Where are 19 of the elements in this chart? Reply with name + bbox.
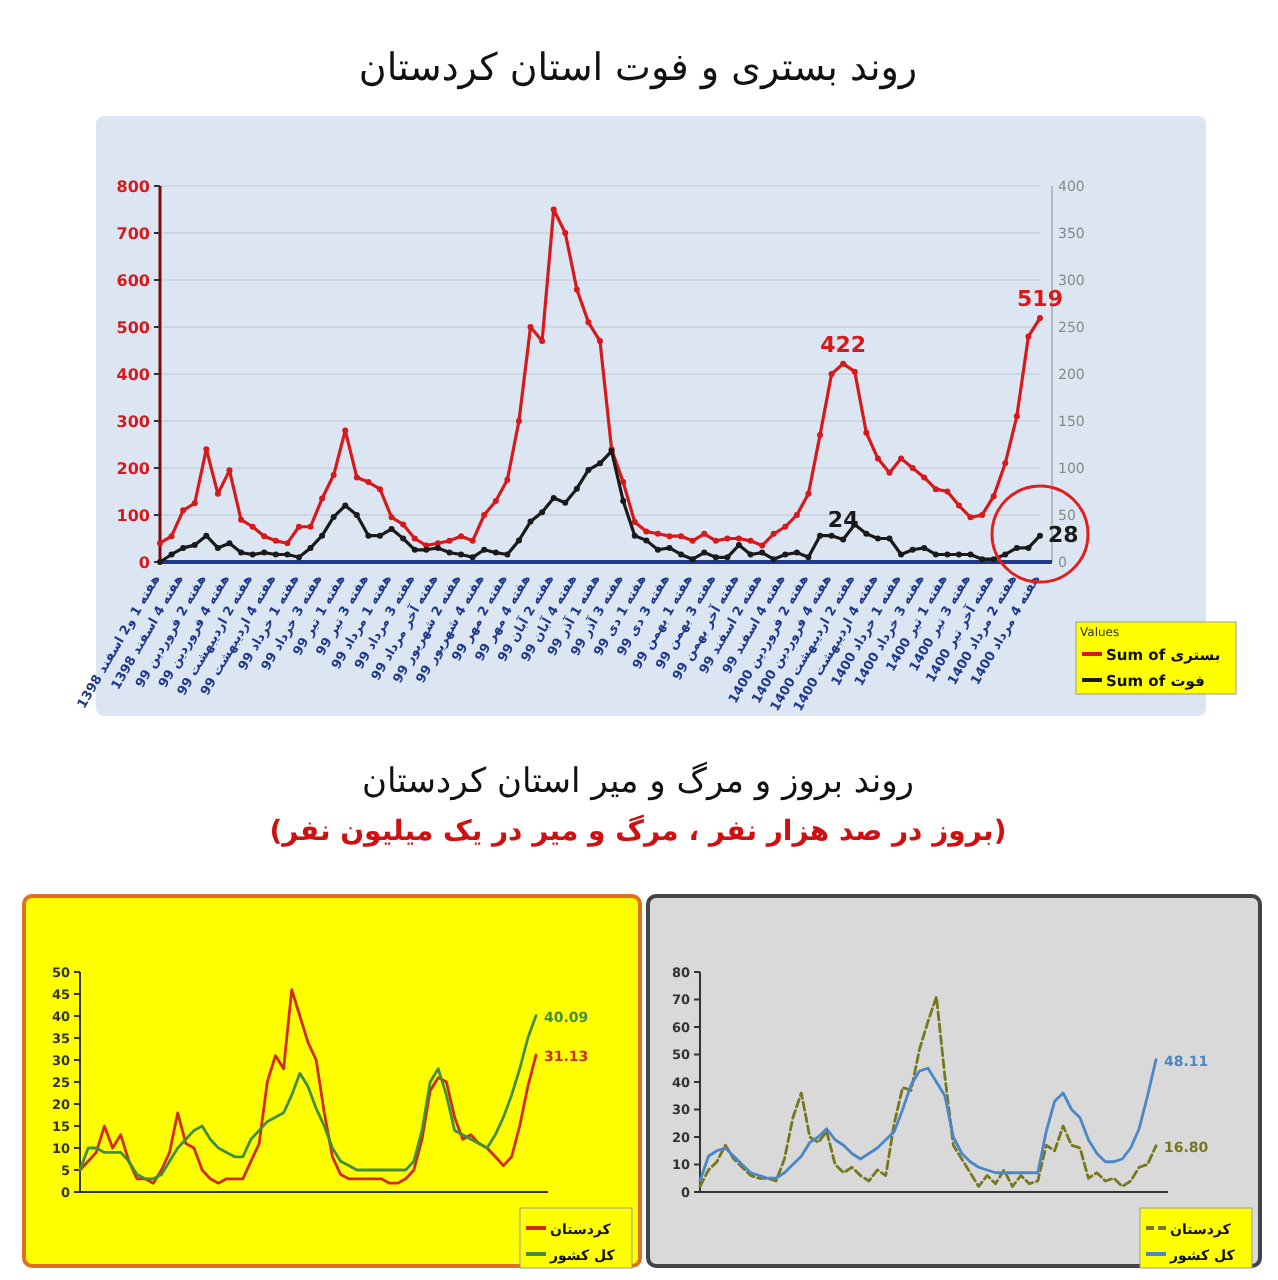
y-tick-label: 0 [138,553,151,572]
y-tick-label: 300 [116,412,151,431]
line-series [78,988,538,1185]
y-tick-label: 200 [116,459,151,478]
line-series [78,1014,538,1181]
y-tick-label: 700 [116,224,151,243]
y-tick-label: 400 [116,365,151,384]
y-tick-label: 600 [116,271,151,290]
line-series [698,1058,1158,1183]
data-label: 422 [820,331,867,358]
text: (بروز در صد هزار نفر ، مرگ و میر در یک میلیون نفر) [269,814,1007,848]
y-tick-label: 500 [116,318,151,337]
text: روند بروز و مرگ و میر استان کردستان [361,760,915,802]
data-label: 28 [1048,521,1079,548]
line-series [698,995,1158,1188]
y-tick-label: 100 [116,506,151,525]
chart-title: روند بستری و فوت استان کردستان [358,46,918,90]
y-tick-label: 800 [116,177,151,196]
data-label: 519 [1017,286,1063,313]
